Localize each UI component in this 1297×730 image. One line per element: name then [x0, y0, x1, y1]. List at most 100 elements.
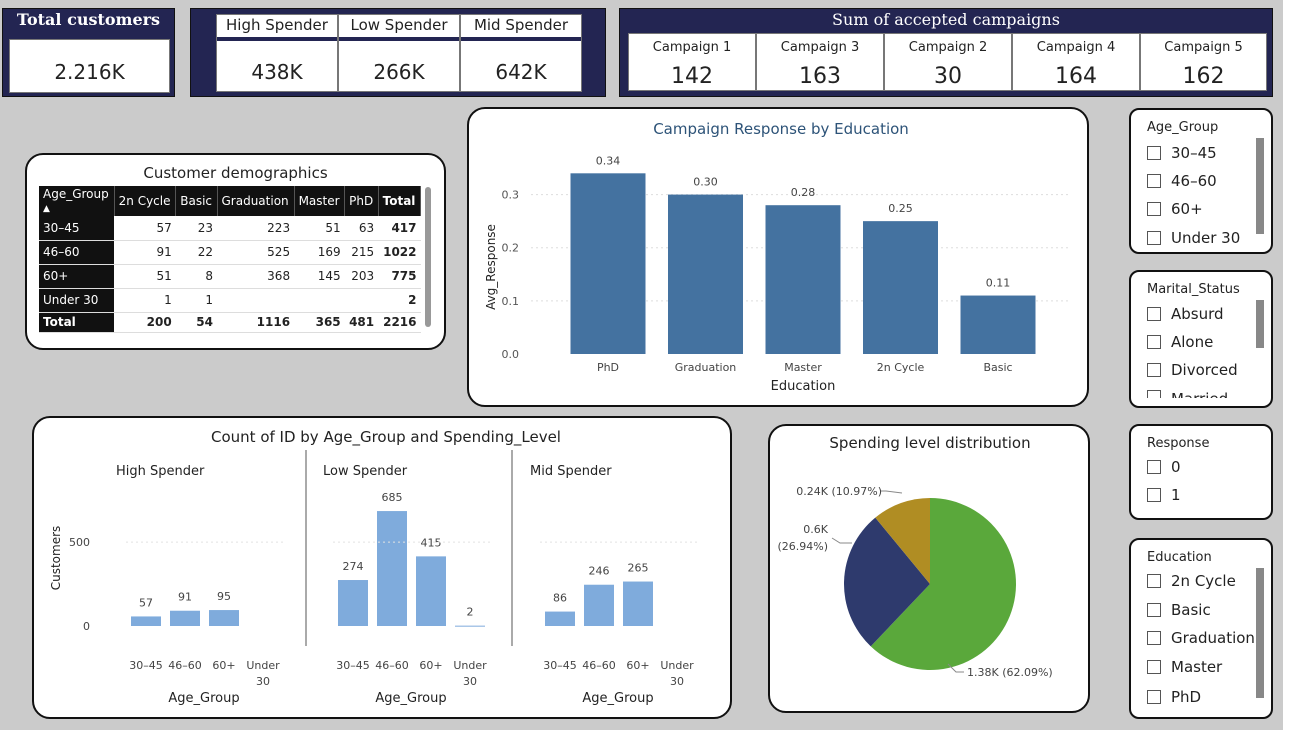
- education-slicer: Education 2n Cycle Basic Graduation Mast…: [1129, 538, 1273, 719]
- slicer-scrollbar[interactable]: [1256, 138, 1264, 234]
- slicer-item[interactable]: 0: [1147, 458, 1181, 476]
- checkbox-icon[interactable]: [1147, 174, 1161, 188]
- matrix-cell: 365: [294, 312, 345, 333]
- matrix-row-header: 60+: [39, 264, 115, 289]
- x-tick-label: Under: [453, 659, 487, 672]
- checkbox-icon[interactable]: [1147, 660, 1161, 674]
- matrix-cell: 368: [217, 264, 295, 289]
- data-label: 1.38K (62.09%): [967, 666, 1053, 679]
- slicer-item[interactable]: Master: [1147, 658, 1222, 676]
- slicer-item[interactable]: Married: [1147, 390, 1228, 398]
- checkbox-icon[interactable]: [1147, 363, 1161, 377]
- checkbox-icon[interactable]: [1147, 231, 1161, 245]
- x-tick-label: Under: [246, 659, 280, 672]
- spender-kpi-high: High Spender 438K: [216, 14, 338, 92]
- campaign-value: 162: [1182, 64, 1225, 89]
- matrix-row-header: Total: [39, 312, 115, 333]
- matrix-col-header[interactable]: Graduation: [217, 186, 295, 216]
- matrix-col-header[interactable]: PhD: [344, 186, 379, 216]
- slicer-item[interactable]: Absurd: [1147, 305, 1224, 323]
- campaign-card: Campaign 3 163: [756, 33, 884, 91]
- education-bar-chart: Campaign Response by Education Avg_Respo…: [484, 120, 1069, 394]
- slicer-item[interactable]: Graduation: [1147, 629, 1255, 647]
- leader-line: [831, 537, 852, 544]
- checkbox-icon[interactable]: [1147, 335, 1161, 349]
- spender-kpi-panel: High Spender 438K Low Spender 266K Mid S…: [190, 8, 606, 97]
- checkbox-icon[interactable]: [1147, 574, 1161, 588]
- table-total-row: Total 200 54 1116 365 481 2216: [39, 312, 421, 333]
- data-label: 0.28: [791, 186, 816, 199]
- checkbox-icon[interactable]: [1147, 460, 1161, 474]
- data-label: 685: [382, 491, 403, 504]
- data-label: 57: [139, 596, 153, 609]
- campaign-label: Campaign 4: [1036, 40, 1116, 55]
- slicer-item-label: Under 30: [1171, 229, 1241, 247]
- total-customers-card: Total customers 2.216K: [2, 8, 175, 97]
- total-customers-label: Total customers: [16, 10, 161, 29]
- slicer-item[interactable]: 46–60: [1147, 172, 1217, 190]
- matrix-cell: [294, 288, 345, 313]
- matrix-col-header[interactable]: 2n Cycle: [114, 186, 177, 216]
- slicer-item[interactable]: Alone: [1147, 333, 1213, 351]
- campaign-label: Campaign 3: [780, 40, 860, 55]
- data-label: 86: [553, 592, 567, 605]
- checkbox-icon[interactable]: [1147, 390, 1161, 398]
- checkbox-icon[interactable]: [1147, 603, 1161, 617]
- slicer-item[interactable]: 60+: [1147, 200, 1203, 218]
- slicer-item-label: 30–45: [1171, 144, 1217, 162]
- matrix-cell: 1: [175, 288, 217, 313]
- slicer-title: Response: [1147, 436, 1210, 451]
- slicer-title: Education: [1147, 550, 1212, 565]
- slicer-scrollbar[interactable]: [1256, 568, 1264, 698]
- slicer-item-label: Basic: [1171, 601, 1211, 619]
- spending-small-multiples-chart: Count of ID by Age_Group and Spending_Le…: [49, 428, 698, 706]
- data-label: 0.6K: [803, 523, 828, 536]
- x-tick-label: 46–60: [582, 659, 616, 672]
- spender-kpi-label: Low Spender: [350, 16, 448, 34]
- checkbox-icon[interactable]: [1147, 631, 1161, 645]
- checkbox-icon[interactable]: [1147, 690, 1161, 704]
- spending-level-chart-card: Count of ID by Age_Group and Spending_Le…: [32, 416, 732, 719]
- x-axis-title: Education: [771, 379, 836, 394]
- x-tick-label: PhD: [597, 361, 619, 374]
- checkbox-icon[interactable]: [1147, 146, 1161, 160]
- checkbox-icon[interactable]: [1147, 202, 1161, 216]
- checkbox-icon[interactable]: [1147, 488, 1161, 502]
- pie-slice: [870, 498, 1016, 670]
- checkbox-icon[interactable]: [1147, 307, 1161, 321]
- slicer-item-label: 1: [1171, 486, 1181, 504]
- slicer-item[interactable]: 2n Cycle: [1147, 572, 1236, 590]
- spender-kpi-value: 438K: [251, 60, 303, 84]
- matrix-corner-header[interactable]: Age_Group ▲: [39, 186, 115, 216]
- slicer-item[interactable]: 30–45: [1147, 144, 1217, 162]
- slicer-item[interactable]: Under 30: [1147, 229, 1240, 247]
- matrix-col-header[interactable]: Basic: [175, 186, 218, 216]
- campaign-label: Campaign 1: [652, 40, 732, 55]
- x-axis-title: Age_Group: [375, 691, 446, 706]
- x-tick-label: 46–60: [375, 659, 409, 672]
- slicer-item[interactable]: Divorced: [1147, 361, 1238, 379]
- data-label: 0.25: [888, 202, 913, 215]
- slicer-title: Marital_Status: [1147, 282, 1240, 297]
- x-tick-label: Master: [784, 361, 822, 374]
- y-tick-label: 0.3: [502, 189, 520, 202]
- matrix-cell: 1116: [217, 312, 295, 333]
- slicer-item-label: 46–60: [1171, 172, 1217, 190]
- data-label: 0.11: [986, 277, 1011, 290]
- slicer-scrollbar[interactable]: [1256, 300, 1264, 348]
- matrix-cell: 481: [344, 312, 379, 333]
- slicer-item[interactable]: Basic: [1147, 601, 1211, 619]
- matrix-cell: 91: [114, 240, 176, 265]
- matrix-scrollbar[interactable]: [425, 187, 431, 327]
- bar: [170, 610, 200, 626]
- matrix-col-header[interactable]: Master: [294, 186, 346, 216]
- marital-status-slicer: Marital_Status Absurd Alone Divorced Mar…: [1129, 270, 1273, 408]
- matrix-row-header: 46–60: [39, 240, 115, 265]
- chart-title: Campaign Response by Education: [653, 120, 909, 138]
- demographics-card: Customer demographics Age_Group ▲ 2n Cyc…: [25, 153, 446, 350]
- matrix-col-header[interactable]: Total: [378, 186, 422, 216]
- slicer-item[interactable]: PhD: [1147, 688, 1201, 706]
- matrix-cell: 215: [344, 240, 379, 265]
- slicer-item[interactable]: 1: [1147, 486, 1181, 504]
- matrix-cell: 2: [378, 288, 421, 313]
